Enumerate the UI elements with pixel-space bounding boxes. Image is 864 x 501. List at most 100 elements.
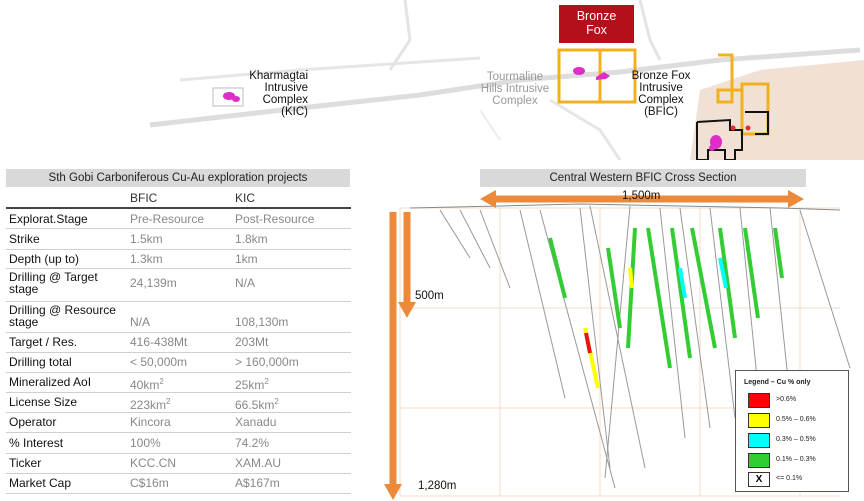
row-label: Depth (up to): [9, 251, 80, 266]
kic-value-text: 1.8km: [235, 231, 268, 246]
kic-value-text: 74.2%: [235, 435, 270, 450]
kic-value: A$167m: [235, 477, 280, 489]
table-row: Drilling @ Resource stage N/A 108,130m: [6, 301, 351, 333]
bfic-value: C$16m: [130, 477, 169, 489]
kic-value: Post-Resource: [235, 213, 314, 225]
bfic-value: 24,139m: [130, 277, 177, 289]
kic-value: 1.8km: [235, 233, 268, 245]
legend-label: <= 0.1%: [776, 475, 803, 482]
depth-label-500: 500m: [415, 290, 444, 302]
table-row: Market Cap C$16m A$167m: [6, 473, 351, 494]
kic-value-text: 66.5km: [235, 398, 275, 412]
kic-value-text: Post-Resource: [235, 211, 315, 226]
bfic-value: Kincora: [130, 416, 171, 428]
table-row: License Size 223km2 66.5km2: [6, 392, 351, 413]
legend-label: >0.6%: [776, 396, 797, 403]
row-label: Ticker: [9, 456, 42, 470]
legend-swatch-red: [748, 393, 770, 408]
bfic-value: 1.3km: [130, 253, 163, 265]
kic-label-line: (KIC): [281, 106, 308, 118]
bfic-value-text: 24,139m: [130, 276, 177, 290]
cross-section-graphic: [384, 190, 851, 500]
bronze-fox-label-box: Bronze Fox: [559, 5, 634, 43]
row-label: Strike: [9, 231, 40, 246]
bronze-fox-line-2: Fox: [586, 23, 607, 37]
kic-value-text: 25km: [235, 378, 265, 392]
kic-value-text: 1km: [235, 251, 258, 266]
unit-superscript: 2: [159, 377, 164, 386]
table-row: Target / Res. 416-438Mt 203Mt: [6, 332, 351, 353]
unit-superscript: 2: [264, 377, 269, 386]
bfic-value-text: 1.3km: [130, 251, 163, 266]
kic-label-line: Intrusive: [264, 82, 308, 94]
tourmaline-label-line: Tourmaline: [486, 71, 544, 83]
kic-value-text: XAM.AU: [235, 456, 282, 470]
tourmaline-label-line: Hills Intrusive: [480, 83, 550, 95]
bfic-value: < 50,000m: [130, 356, 187, 368]
bfic-value-text: Pre-Resource: [130, 211, 205, 226]
kic-value: > 160,000m: [235, 356, 299, 368]
depth-label-1280: 1,280m: [418, 480, 457, 492]
table-header-rule: [6, 207, 351, 209]
kic-value-text: Xanadu: [235, 415, 277, 429]
kic-value-text: > 160,000m: [235, 355, 299, 369]
bfic-value-text: < 50,000m: [130, 355, 188, 369]
bfic-value-text: 1.5km: [130, 231, 163, 246]
bronze-fox-line-1: Bronze: [576, 9, 617, 23]
legend-title: Legend – Cu % only: [744, 379, 811, 386]
bfic-label-line: (BFIC): [644, 106, 678, 118]
bfic-value: N/A: [130, 316, 150, 328]
table-row: Ticker KCC.CN XAM.AU: [6, 453, 351, 474]
assay-intervals: [548, 227, 784, 389]
bfic-value-text: N/A: [130, 315, 151, 329]
bfic-value-text: C$16m: [130, 476, 169, 490]
kic-value-text: 108,130m: [235, 315, 289, 329]
kic-value: XAM.AU: [235, 457, 281, 469]
kic-value: N/A: [235, 277, 255, 289]
row-label: Target / Res.: [9, 335, 78, 349]
cross-section-title: Central Western BFIC Cross Section: [480, 169, 806, 187]
bfic-value-text: 223km: [130, 398, 167, 412]
kic-value: 108,130m: [235, 316, 288, 328]
location-map: Bronze Fox Kharmagtai Intrusive Complex …: [0, 0, 864, 161]
bfic-label-line: Bronze Fox: [631, 70, 691, 82]
bfic-value: 223km2: [130, 396, 170, 411]
unit-superscript: 2: [166, 397, 171, 406]
legend-swatch-x: X: [748, 472, 770, 487]
kic-value: Xanadu: [235, 416, 276, 428]
legend-label: 0.3% – 0.5%: [776, 436, 816, 443]
kic-value-text: N/A: [235, 276, 256, 290]
row-label: Drilling total: [9, 355, 72, 369]
row-label: Explorat.Stage: [9, 211, 88, 226]
table-row: Operator Kincora Xanadu: [6, 412, 351, 433]
table-row: Drilling @ Target stage 24,139m N/A: [6, 268, 351, 302]
kic-value: 66.5km2: [235, 396, 279, 411]
column-header-kic: KIC: [235, 191, 256, 205]
table-row: Drilling total < 50,000m > 160,000m: [6, 352, 351, 373]
kic-map-label: Kharmagtai Intrusive Complex (KIC): [236, 70, 308, 118]
row-label: Market Cap: [9, 476, 72, 490]
legend-swatch-yellow: [748, 413, 770, 428]
bfic-label-line: Intrusive: [639, 82, 683, 94]
legend-swatch-green: [748, 453, 770, 468]
kic-label-line: Complex: [262, 94, 308, 106]
kic-value: 1km: [235, 253, 258, 265]
bfic-value: KCC.CN: [130, 457, 176, 469]
bfic-value: 1.5km: [130, 233, 163, 245]
unit-superscript: 2: [274, 397, 279, 406]
table-row: Mineralized AoI 40km2 25km2: [6, 372, 351, 393]
section-width-label: 1,500m: [622, 190, 661, 202]
table-row: % Interest 100% 74.2%: [6, 432, 351, 454]
bfic-value-text: 100%: [130, 435, 161, 450]
kic-value: 25km2: [235, 376, 269, 391]
bfic-label-line: Complex: [638, 94, 684, 106]
column-header-bfic: BFIC: [130, 191, 158, 205]
assay-legend: Legend – Cu % only >0.6% 0.5% – 0.6% 0.3…: [735, 370, 849, 492]
table-row: Explorat.Stage Pre-Resource Post-Resource: [6, 209, 351, 229]
row-label: Mineralized AoI: [9, 375, 92, 389]
bfic-value: 40km2: [130, 376, 164, 391]
kic-label-line: Kharmagtai: [249, 70, 308, 82]
row-label: % Interest: [9, 435, 64, 450]
kic-value-text: A$167m: [235, 476, 280, 490]
bfic-value-text: KCC.CN: [130, 456, 177, 470]
